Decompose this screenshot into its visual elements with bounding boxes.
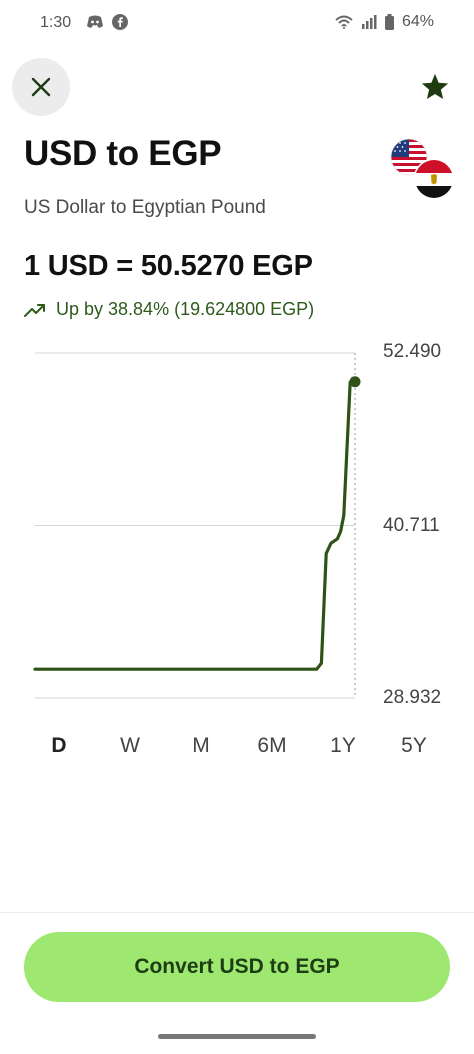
trending-up-icon xyxy=(24,303,45,317)
egypt-flag-icon xyxy=(415,160,453,198)
range-tab-6m[interactable]: 6M xyxy=(257,734,287,757)
range-tab-5y[interactable]: 5Y xyxy=(401,734,427,757)
range-tab-w[interactable]: W xyxy=(120,734,140,757)
page-title: USD to EGP xyxy=(24,134,222,173)
battery-icon xyxy=(384,14,394,30)
rate-change-text: Up by 38.84% (19.624800 EGP) xyxy=(56,299,315,319)
y-tick-mid: 40.711 xyxy=(383,515,440,536)
close-icon xyxy=(31,77,51,97)
range-tab-d[interactable]: D xyxy=(51,734,67,757)
status-right: 64% xyxy=(335,13,434,31)
time-range-selector: D W M 6M 1Y 5Y xyxy=(20,734,460,764)
favorite-button[interactable] xyxy=(418,70,452,104)
currency-flags xyxy=(390,138,455,200)
rate-change: Up by 38.84% (19.624800 EGP) xyxy=(24,299,314,320)
page-subtitle: US Dollar to Egyptian Pound xyxy=(24,197,266,218)
home-indicator xyxy=(158,1034,316,1039)
current-rate-point xyxy=(349,376,361,388)
star-icon xyxy=(421,73,449,99)
signal-icon xyxy=(361,15,377,29)
status-time: 1:30 xyxy=(40,14,72,31)
facebook-icon xyxy=(112,14,128,30)
discord-icon xyxy=(87,15,103,28)
rate-line xyxy=(33,380,357,671)
rate-chart[interactable] xyxy=(0,338,474,718)
convert-button[interactable]: Convert USD to EGP xyxy=(24,932,450,1002)
battery-percent: 64% xyxy=(401,13,434,30)
range-tab-m[interactable]: M xyxy=(192,734,210,757)
status-left-icons xyxy=(86,14,128,30)
close-button[interactable] xyxy=(12,58,70,116)
status-bar: 1:30 64% xyxy=(0,0,474,46)
exchange-rate: 1 USD = 50.5270 EGP xyxy=(24,250,313,282)
range-tab-1y[interactable]: 1Y xyxy=(330,734,356,757)
y-tick-max: 52.490 xyxy=(383,341,442,362)
y-tick-min: 28.932 xyxy=(383,687,442,708)
bottom-divider xyxy=(0,912,474,913)
wifi-icon xyxy=(335,15,353,29)
